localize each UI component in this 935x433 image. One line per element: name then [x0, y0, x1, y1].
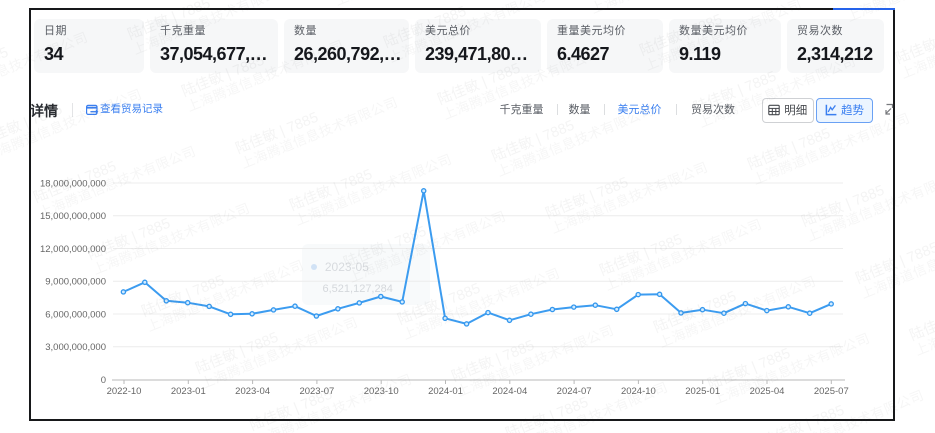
- svg-text:2024-01: 2024-01: [428, 386, 463, 397]
- svg-text:2023-07: 2023-07: [299, 386, 334, 397]
- svg-text:2025-01: 2025-01: [685, 386, 720, 397]
- svg-text:2023-01: 2023-01: [171, 386, 206, 397]
- svg-text:3,000,000,000: 3,000,000,000: [45, 342, 106, 353]
- svg-text:2024-10: 2024-10: [621, 386, 656, 397]
- svg-text:2025-04: 2025-04: [750, 386, 785, 397]
- svg-text:6,000,000,000: 6,000,000,000: [45, 310, 106, 321]
- svg-text:0: 0: [101, 375, 106, 386]
- svg-text:2024-04: 2024-04: [492, 386, 527, 397]
- svg-text:15,000,000,000: 15,000,000,000: [40, 211, 106, 222]
- svg-text:9,000,000,000: 9,000,000,000: [45, 277, 106, 288]
- svg-text:2022-10: 2022-10: [107, 386, 142, 397]
- svg-text:2023-10: 2023-10: [364, 386, 399, 397]
- svg-text:18,000,000,000: 18,000,000,000: [40, 179, 106, 190]
- svg-text:12,000,000,000: 12,000,000,000: [40, 244, 106, 255]
- svg-text:2024-07: 2024-07: [557, 386, 592, 397]
- svg-text:2023-04: 2023-04: [235, 386, 270, 397]
- svg-text:2025-07: 2025-07: [814, 386, 849, 397]
